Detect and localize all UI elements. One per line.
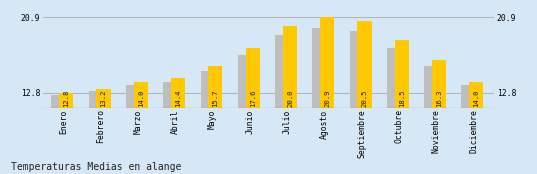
- Bar: [208, 66, 222, 108]
- Bar: [134, 82, 148, 108]
- Text: 16.3: 16.3: [436, 89, 442, 107]
- Bar: [238, 55, 253, 108]
- Text: 20.5: 20.5: [361, 89, 367, 107]
- Bar: [432, 60, 446, 108]
- Bar: [163, 82, 179, 108]
- Text: 13.2: 13.2: [100, 89, 106, 107]
- Bar: [275, 35, 291, 108]
- Text: 20.0: 20.0: [287, 89, 293, 107]
- Bar: [387, 48, 403, 108]
- Bar: [171, 78, 185, 108]
- Bar: [245, 48, 260, 108]
- Text: 12.8: 12.8: [63, 89, 69, 107]
- Bar: [200, 71, 216, 108]
- Bar: [89, 91, 104, 108]
- Text: 14.0: 14.0: [138, 89, 144, 107]
- Bar: [126, 85, 142, 108]
- Text: 20.9: 20.9: [324, 89, 330, 107]
- Text: 15.7: 15.7: [213, 89, 219, 107]
- Bar: [59, 93, 74, 108]
- Bar: [320, 17, 335, 108]
- Bar: [350, 31, 365, 108]
- Bar: [358, 21, 372, 108]
- Bar: [424, 66, 440, 108]
- Bar: [313, 28, 328, 108]
- Text: Temperaturas Medias en alange: Temperaturas Medias en alange: [11, 162, 181, 172]
- Text: 14.4: 14.4: [175, 89, 181, 107]
- Bar: [283, 26, 297, 108]
- Bar: [52, 95, 67, 108]
- Bar: [469, 82, 483, 108]
- Text: 14.0: 14.0: [474, 89, 480, 107]
- Text: 17.6: 17.6: [250, 89, 256, 107]
- Bar: [461, 85, 477, 108]
- Bar: [97, 89, 111, 108]
- Text: 18.5: 18.5: [399, 89, 405, 107]
- Bar: [395, 39, 409, 108]
